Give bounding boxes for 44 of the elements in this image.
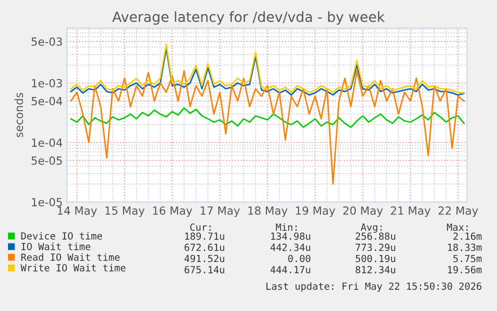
text: 672.61u xyxy=(184,244,224,252)
text: 491.52u xyxy=(184,254,224,262)
x-tick-label: 15 May xyxy=(105,206,145,217)
x-tick-label: 14 May xyxy=(58,206,97,217)
text: 2.16m xyxy=(453,232,482,240)
x-tick-label: 17 May xyxy=(200,206,240,217)
legend-label: IO Wait time xyxy=(22,242,90,250)
y-tick-label: 5e-04 xyxy=(32,96,62,106)
x-tick-label: 22 May xyxy=(438,206,478,217)
line-series xyxy=(70,70,465,185)
y-axis-title: seconds xyxy=(14,92,24,138)
x-tick-label: 21 May xyxy=(390,206,430,217)
text: 500.19u xyxy=(356,254,396,262)
text: 0.00 xyxy=(288,254,310,262)
text: 812.34u xyxy=(356,266,396,274)
text: 256.88u xyxy=(356,232,396,240)
text: 444.17u xyxy=(270,266,310,274)
text: 675.14u xyxy=(184,266,224,274)
y-tick-label: 5e-03 xyxy=(32,37,62,46)
text: 442.34u xyxy=(270,244,310,252)
text: 18.33m xyxy=(448,244,482,252)
text: 189.71u xyxy=(185,232,224,240)
legend-label: Device IO time xyxy=(21,232,102,240)
text: 773.29u xyxy=(356,244,396,252)
line-series xyxy=(70,107,465,128)
y-tick-label: 1e-05 xyxy=(32,198,62,206)
text: Min: xyxy=(276,223,297,231)
x-tick-label: 20 May xyxy=(343,206,383,217)
legend-label: Read IO Wait time xyxy=(21,253,120,261)
chart-title: Average latency for /dev/vda - by week xyxy=(112,11,385,25)
text: 5.75m xyxy=(453,254,482,262)
y-tick-label: 5e-05 xyxy=(32,156,62,165)
text: 19.56m xyxy=(448,266,482,274)
text: Last update: Fri May 22 15:50:30 2026 xyxy=(266,282,482,292)
x-tick-label: 19 May xyxy=(296,206,336,217)
y-tick-label: 1e-04 xyxy=(32,138,62,147)
text: Avg: xyxy=(360,224,382,233)
text: Cur: xyxy=(190,223,211,231)
text: Max: xyxy=(446,224,468,231)
legend-label: Write IO Wait time xyxy=(20,264,126,272)
x-tick-label: 16 May xyxy=(153,206,192,217)
y-tick-label: 1e-03 xyxy=(32,78,62,88)
text: 134.98u xyxy=(271,232,310,240)
x-tick-label: 18 May xyxy=(248,206,288,217)
